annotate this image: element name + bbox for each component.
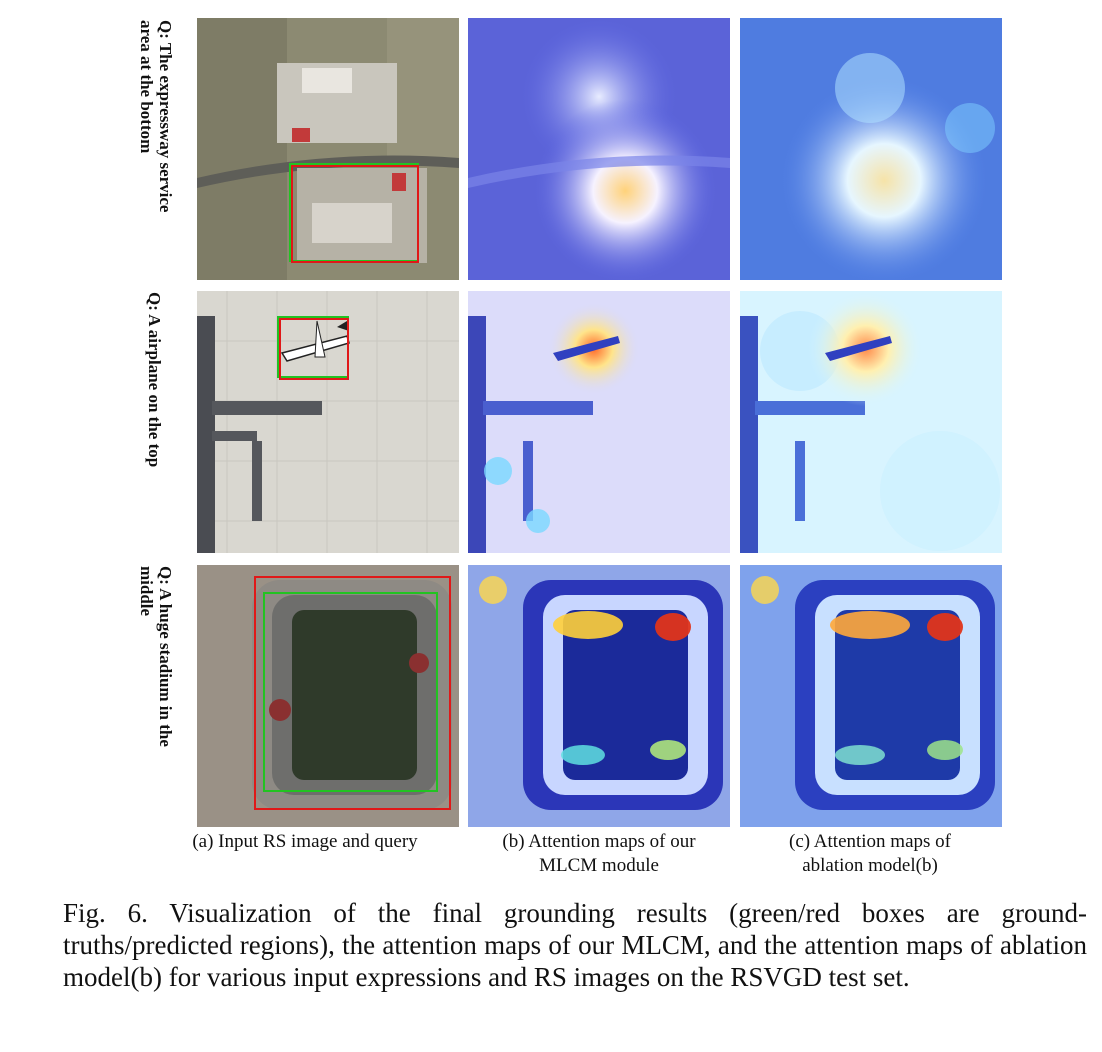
row-1-query: Q: The expressway service area at the bo… <box>137 20 175 213</box>
row-1-mlcm-attention-map <box>468 18 730 280</box>
row-1-ablation-attention-map <box>740 18 1002 280</box>
column-a-caption: (a) Input RS image and query <box>192 831 418 852</box>
row-2-ablation-attention-map <box>740 291 1002 553</box>
row-1-input-image <box>197 18 459 280</box>
row-3-ablation-attention-map <box>740 565 1002 827</box>
column-b-caption: (b) Attention maps of our MLCM module <box>502 831 696 876</box>
column-c-caption: (c) Attention maps of ablation model(b) <box>789 831 951 876</box>
row-3-input-image <box>197 565 459 827</box>
figure-caption: Fig. 6. Visualization of the final groun… <box>63 898 1087 992</box>
row-2-mlcm-attention-map <box>468 291 730 553</box>
row-3-query: Q: A huge stadium in the middle <box>137 566 175 747</box>
row-3-mlcm-attention-map <box>468 565 730 827</box>
row-2-query: Q: A airplane on the top <box>145 292 164 468</box>
row-2-input-image <box>197 291 459 553</box>
